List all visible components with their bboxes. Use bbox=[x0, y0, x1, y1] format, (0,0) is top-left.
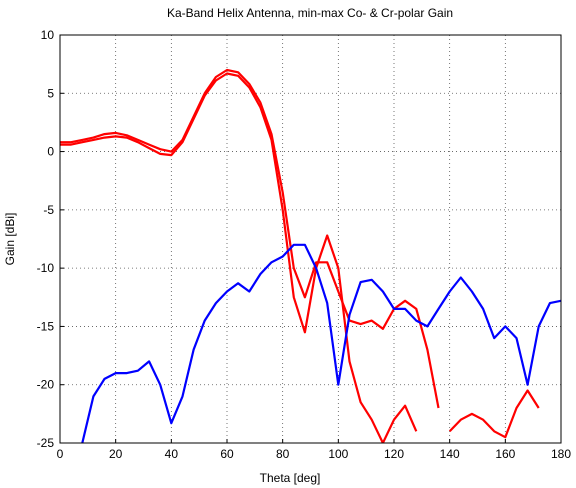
x-tick-label: 40 bbox=[165, 447, 179, 461]
y-tick-label: -20 bbox=[37, 378, 55, 392]
y-tick-label: 10 bbox=[41, 28, 55, 42]
series-line bbox=[81, 243, 561, 443]
plot-lines bbox=[60, 68, 561, 443]
x-tick-label: 120 bbox=[384, 447, 404, 461]
x-tick-label: 20 bbox=[109, 447, 123, 461]
y-tick-label: -5 bbox=[43, 203, 54, 217]
series-line bbox=[60, 72, 540, 443]
series-line bbox=[60, 68, 440, 409]
y-axis-label: Gain [dBi] bbox=[3, 213, 17, 266]
x-axis-label: Theta [deg] bbox=[260, 471, 321, 485]
x-tick-label: 80 bbox=[276, 447, 290, 461]
x-tick-label: 60 bbox=[220, 447, 234, 461]
y-tick-label: 0 bbox=[47, 145, 54, 159]
y-tick-label: -10 bbox=[37, 261, 55, 275]
grid bbox=[59, 34, 562, 444]
plot-frame bbox=[59, 34, 562, 444]
x-tick-label: 0 bbox=[57, 447, 64, 461]
y-tick-label: -25 bbox=[37, 436, 55, 450]
x-tick-label: 140 bbox=[440, 447, 460, 461]
x-tick-label: 100 bbox=[328, 447, 348, 461]
y-tick-label: -15 bbox=[37, 319, 55, 333]
chart-title: Ka-Band Helix Antenna, min-max Co- & Cr-… bbox=[167, 6, 453, 20]
x-tick-label: 180 bbox=[551, 447, 571, 461]
y-tick-label: 5 bbox=[47, 86, 54, 100]
x-tick-label: 160 bbox=[495, 447, 515, 461]
